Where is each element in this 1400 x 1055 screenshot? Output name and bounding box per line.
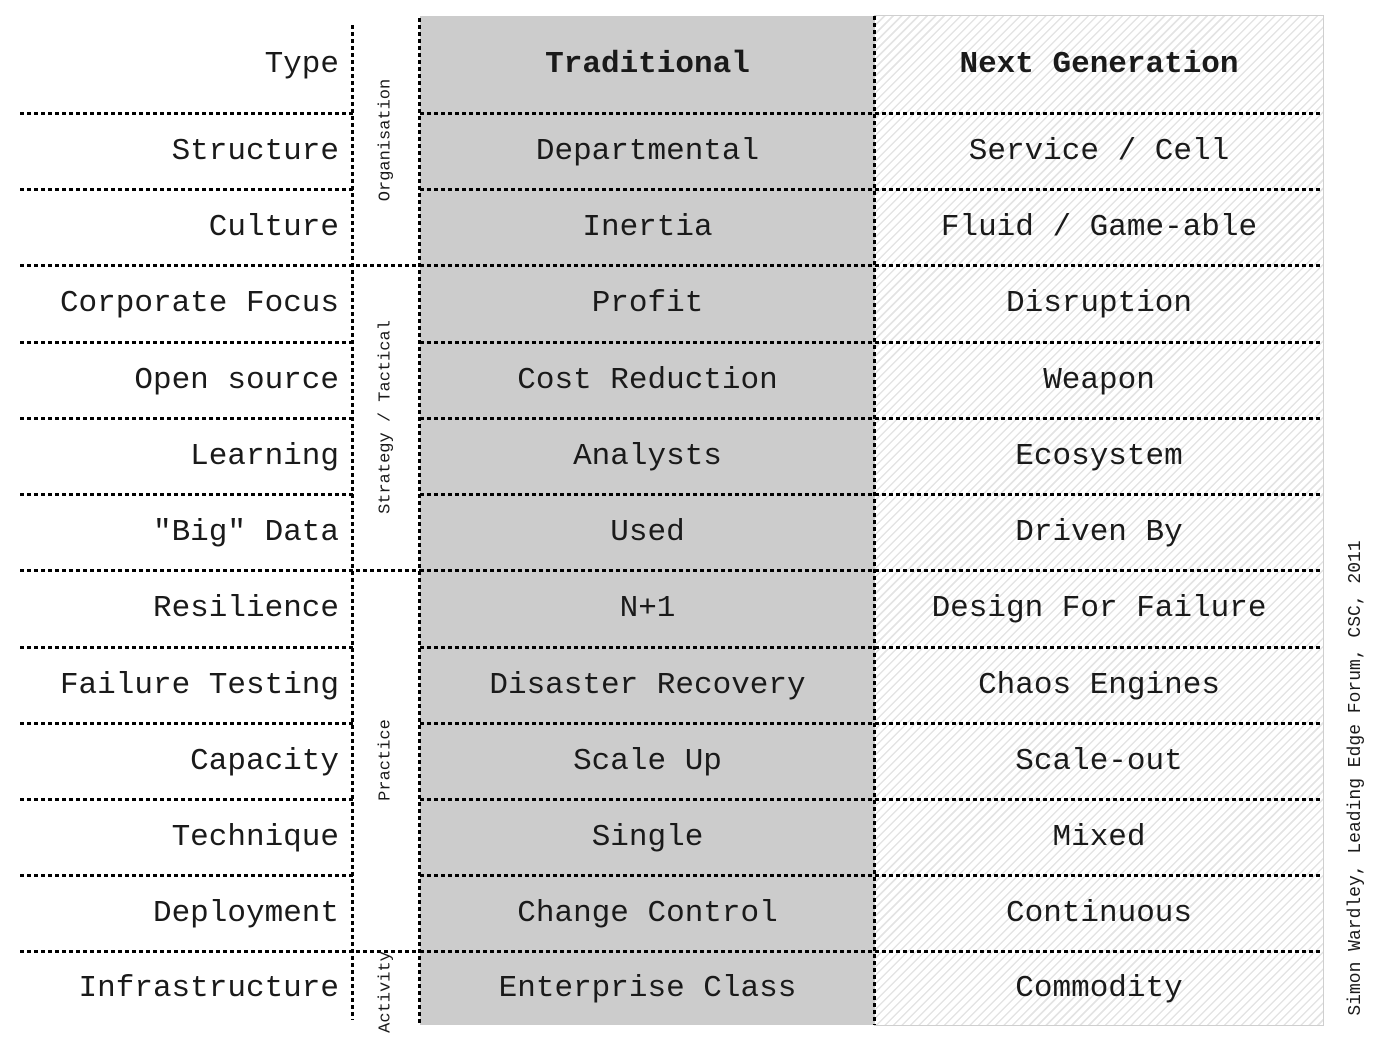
group-label-strategy-tactical: Strategy / Tactical [376,320,396,514]
attribution-text: Simon Wardley, Leading Edge Forum, CSC, … [1346,540,1366,1016]
next-generation-cell: Mixed [1052,819,1146,855]
row-label: Failure Testing [59,667,339,703]
row-separator [20,798,353,801]
next-generation-cell: Commodity [1015,970,1183,1006]
traditional-cell: Analysts [573,438,722,474]
traditional-cell: Scale Up [573,743,722,779]
next-generation-cell: Design For Failure [931,591,1267,626]
next-generation-cell: Continuous [1005,895,1193,931]
next-generation-cell: Chaos Engines [978,667,1220,703]
next-generation-cell: Scale-out [1015,743,1183,779]
traditional-cell: Single [591,819,704,855]
row-separator [420,798,1323,801]
row-separator [420,112,1323,115]
row-label-type: Type [264,47,339,82]
row-label: Structure [171,133,339,169]
row-separator [20,188,353,191]
row-separator [20,493,353,496]
row-label: Deployment [152,895,339,931]
vertical-rule-columns [873,16,876,1025]
row-separator [20,646,353,649]
group-label-organisation: Organisation [376,78,396,202]
row-label: Capacity [190,743,339,779]
next-generation-cell: Fluid / Game-able [940,209,1258,245]
row-label: Corporate Focus [59,286,339,321]
next-generation-header: Next Generation [959,47,1239,82]
row-separator [420,188,1323,191]
traditional-cell: Departmental [535,133,760,169]
row-separator [420,874,1323,877]
row-separator [420,646,1323,649]
traditional-cell: Cost Reduction [517,362,778,398]
traditional-cell: Disaster Recovery [489,667,806,703]
row-separator [20,722,353,725]
row-separator [20,874,353,877]
group-label-practice: Practice [376,719,396,801]
row-separator [420,493,1323,496]
row-separator [20,341,353,344]
row-separator [420,950,1323,953]
next-generation-cell: Ecosystem [1015,438,1183,474]
row-separator [420,722,1323,725]
row-separator [420,569,1323,572]
group-separator [20,950,420,953]
row-separator [20,112,353,115]
row-separator [420,264,1323,267]
group-separator [20,264,420,267]
traditional-header: Traditional [545,47,750,82]
row-label: Learning [190,438,339,474]
group-label-activity: Activity [376,951,396,1033]
row-separator [20,417,353,420]
row-label: Culture [208,209,339,245]
row-label: Open source [134,362,339,398]
traditional-cell: Change Control [517,895,778,931]
vertical-rule-labels [351,25,354,1020]
row-separator [420,417,1323,420]
vertical-rule-groups [418,18,421,1023]
row-label: "Big" Data [152,514,339,550]
row-label: Resilience [152,591,339,626]
traditional-cell: Enterprise Class [498,970,797,1006]
group-separator [20,569,420,572]
next-generation-cell: Weapon [1043,362,1155,398]
traditional-cell: Inertia [582,209,713,245]
next-generation-column-background [875,16,1323,1025]
row-label: Technique [171,819,339,855]
row-separator [420,341,1323,344]
traditional-cell: N+1 [619,591,676,626]
row-label: Infrastructure [78,970,339,1006]
traditional-column-background [420,16,875,1025]
next-generation-cell: Disruption [1005,286,1193,321]
traditional-cell: Used [610,514,685,550]
next-generation-cell: Service / Cell [968,133,1230,169]
next-generation-cell: Driven By [1015,514,1183,550]
traditional-cell: Profit [591,286,704,321]
